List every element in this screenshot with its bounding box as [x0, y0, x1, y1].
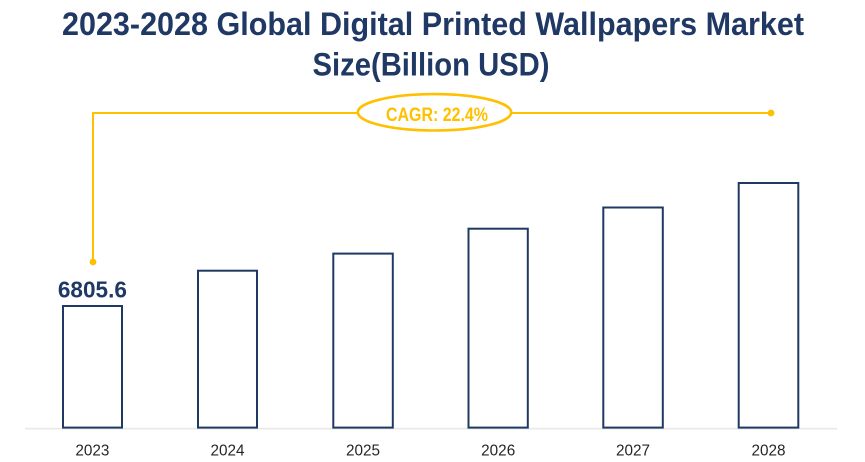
svg-text:2027: 2027: [616, 442, 650, 459]
svg-text:2024: 2024: [210, 442, 245, 459]
svg-text:2028: 2028: [751, 442, 785, 459]
svg-text:6805.6: 6805.6: [58, 277, 127, 303]
svg-text:2025: 2025: [346, 442, 380, 459]
svg-text:2023: 2023: [75, 442, 109, 459]
svg-text:CAGR: 22.4%: CAGR: 22.4%: [386, 104, 488, 126]
svg-text:Size(Billion USD): Size(Billion USD): [313, 46, 550, 82]
svg-text:2026: 2026: [481, 442, 515, 459]
svg-text:2023-2028 Global Digital Print: 2023-2028 Global Digital Printed Wallpap…: [62, 6, 804, 42]
